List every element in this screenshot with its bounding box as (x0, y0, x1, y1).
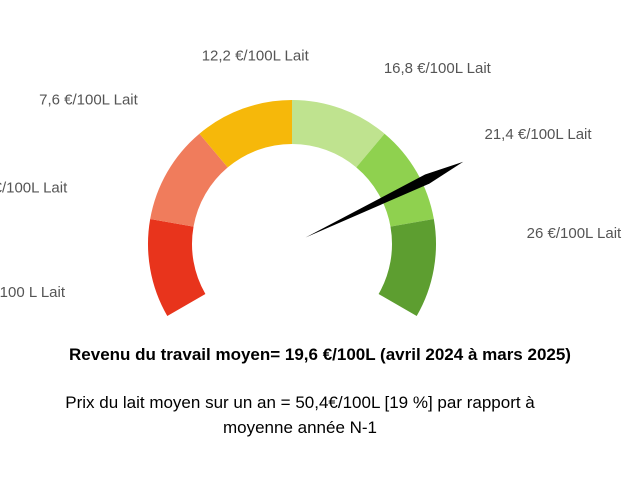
tick-label: 12,2 €/100L Lait (202, 47, 310, 64)
tick-label: 3 €/100L Lait (0, 179, 68, 196)
gauge-band (199, 100, 292, 168)
gauge-band (356, 133, 434, 227)
gauge: 0€/100 L Lait 3 €/100L Lait 7,6 €/100L Lai… (0, 47, 622, 316)
subtitle: Prix du lait moyen sur un an = 50,4€/100… (65, 393, 535, 437)
gauge-band (378, 218, 436, 316)
tick-label: 26 €/100L Lait (527, 225, 622, 242)
tick-label: 21,4 €/100L Lait (485, 126, 593, 143)
title: Revenu du travail moyen= 19,6 €/100L (av… (69, 345, 571, 364)
gauge-band (150, 133, 228, 227)
tick-label: 7,6 €/100L Lait (39, 92, 139, 109)
needle (305, 161, 464, 238)
tick-label: 16,8 €/100L Lait (384, 60, 492, 77)
gauge-band (292, 100, 385, 168)
tick-label: 0€/100 L Lait (0, 284, 66, 301)
gauge-band (148, 218, 206, 316)
